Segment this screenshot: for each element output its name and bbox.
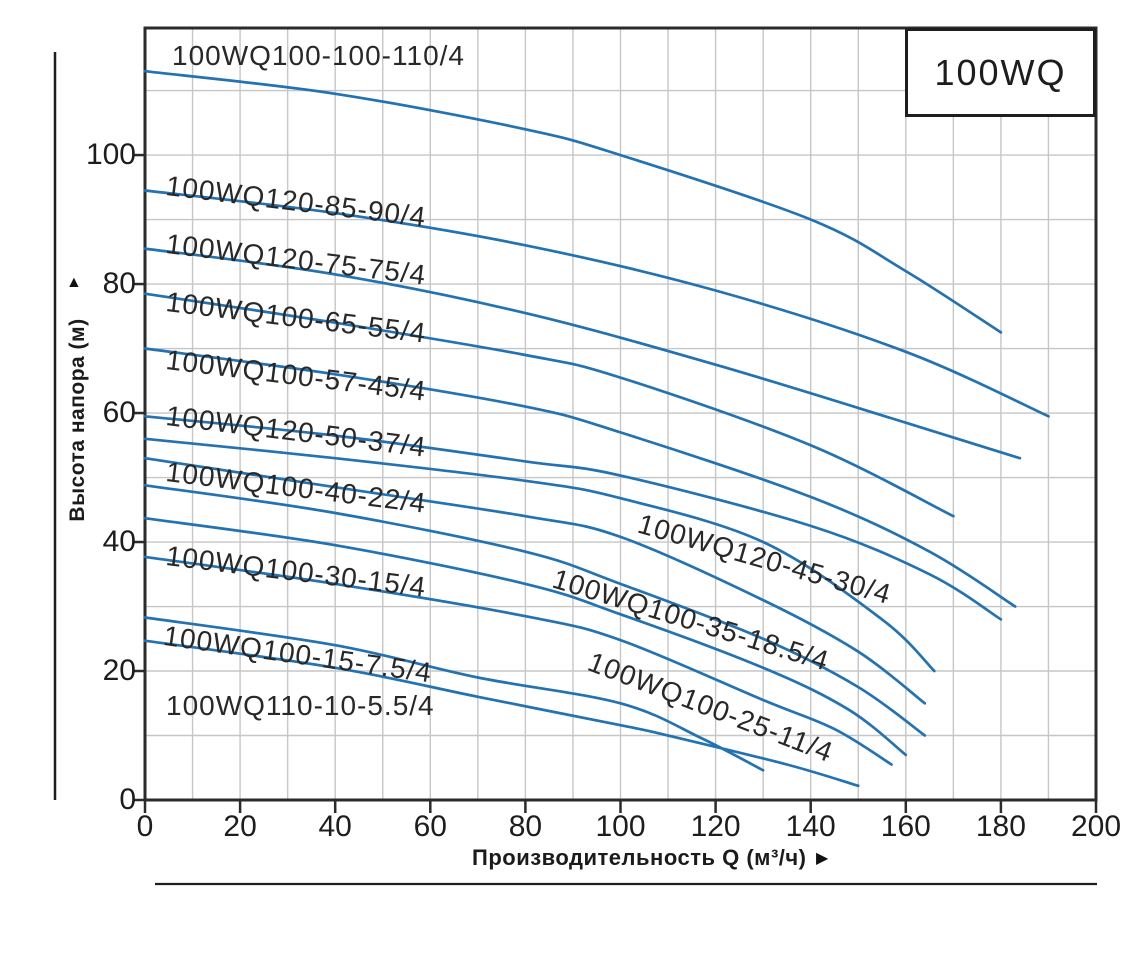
- pump-curve: [143, 189, 1050, 418]
- pump-curve: [143, 347, 1017, 608]
- y-tick-label: 0: [119, 783, 136, 816]
- pump-curve: [143, 456, 927, 705]
- x-tick-label: 60: [413, 810, 447, 843]
- pump-curve: [143, 437, 936, 673]
- x-tick-label: 160: [880, 810, 931, 843]
- x-tick-label: 180: [975, 810, 1026, 843]
- series-title-badge: 100WQ: [905, 28, 1096, 117]
- curve-label: 100WQ110-10-5.5/4: [166, 690, 435, 721]
- x-tick-label: 140: [785, 810, 836, 843]
- pump-curve: [143, 483, 927, 737]
- pump-curve: [143, 639, 860, 788]
- pump-curve: [143, 292, 955, 518]
- x-axis-title: Производительность Q (м³/ч): [472, 845, 807, 870]
- x-tick-label: 20: [223, 810, 257, 843]
- y-axis-arrow-icon: ▲: [66, 274, 82, 291]
- y-tick-label: 20: [102, 654, 136, 687]
- pump-curve: [143, 247, 1022, 460]
- pump-curve: [143, 69, 1003, 334]
- curve-label: 100WQ100-100-110/4: [172, 40, 465, 71]
- y-tick-label: 60: [102, 396, 136, 430]
- y-tick-label: 40: [102, 525, 136, 559]
- x-axis-arrow-icon: ▶: [816, 850, 829, 867]
- y-tick-label: 100: [85, 138, 136, 172]
- x-tick-label: 80: [508, 810, 543, 843]
- x-tick-label: 40: [318, 810, 352, 843]
- y-tick-label: 80: [102, 267, 136, 301]
- pump-curve: [143, 555, 893, 766]
- pump-curve: [143, 516, 908, 757]
- y-axis-title: Высота напора (м): [66, 318, 89, 522]
- x-tick-label: 100: [595, 810, 646, 843]
- x-tick-label: 0: [136, 810, 154, 843]
- x-tick-label: 120: [690, 810, 741, 843]
- x-tick-label: 200: [1070, 810, 1122, 843]
- pump-curve: [143, 616, 765, 772]
- pump-curve: [143, 414, 1003, 621]
